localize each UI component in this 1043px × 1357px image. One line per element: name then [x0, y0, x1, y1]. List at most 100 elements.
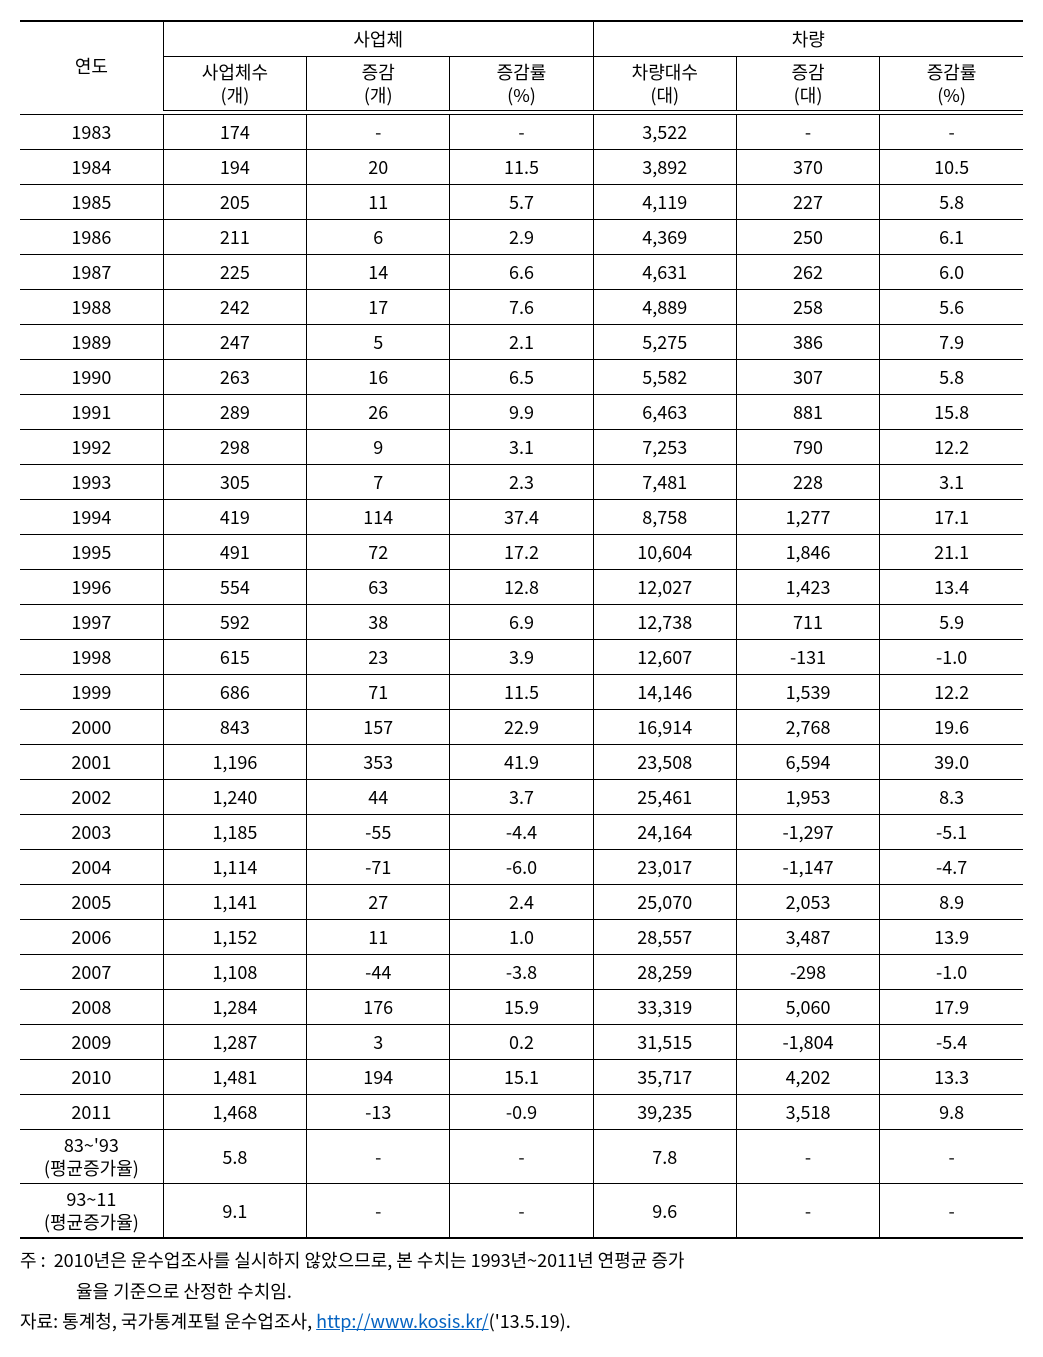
business-count-cell: 194: [163, 150, 306, 185]
source-link[interactable]: http://www.kosis.kr/: [316, 1308, 488, 1334]
vehicle-change-cell: 3,487: [736, 920, 879, 955]
business-count-cell: 298: [163, 430, 306, 465]
vehicle-change-cell: 1,423: [736, 570, 879, 605]
business-rate-cell: 37.4: [450, 500, 593, 535]
year-cell: 1992: [20, 430, 163, 465]
business-count-cell: 225: [163, 255, 306, 290]
business-change-cell: 26: [307, 395, 450, 430]
vehicle-change-cell: 250: [736, 220, 879, 255]
header-year: 연도: [20, 21, 163, 111]
vehicle-change-cell: -: [736, 115, 879, 150]
year-cell: 1993: [20, 465, 163, 500]
table-row: 20091,28730.231,515-1,804-5.4: [20, 1025, 1023, 1060]
vehicle-rate-cell: 21.1: [880, 535, 1023, 570]
vehicle-rate-cell: -1.0: [880, 640, 1023, 675]
table-row: 20111,468-13-0.939,2353,5189.8: [20, 1095, 1023, 1130]
year-cell: 2004: [20, 850, 163, 885]
business-count-cell: 1,141: [163, 885, 306, 920]
vehicle-rate-cell: 12.2: [880, 675, 1023, 710]
table-header: 연도 사업체 차량 사업체수 (개) 증감 (개) 증감률 (%) 차량대: [20, 21, 1023, 115]
vehicle-count-cell: 9.6: [593, 1184, 736, 1239]
vehicle-count-cell: 5,275: [593, 325, 736, 360]
year-cell: 1986: [20, 220, 163, 255]
business-count-cell: 491: [163, 535, 306, 570]
business-rate-cell: 3.7: [450, 780, 593, 815]
vehicle-rate-cell: 17.1: [880, 500, 1023, 535]
vehicle-count-cell: 6,463: [593, 395, 736, 430]
business-change-cell: 72: [307, 535, 450, 570]
business-rate-cell: 3.1: [450, 430, 593, 465]
business-count-cell: 1,468: [163, 1095, 306, 1130]
table-row: 19954917217.210,6041,84621.1: [20, 535, 1023, 570]
summary-row: 83~'93(평균증가율)5.8--7.8--: [20, 1130, 1023, 1184]
business-change-cell: -55: [307, 815, 450, 850]
business-rate-cell: 15.1: [450, 1060, 593, 1095]
table-row: 19841942011.53,89237010.5: [20, 150, 1023, 185]
year-cell: 2009: [20, 1025, 163, 1060]
business-change-cell: 71: [307, 675, 450, 710]
business-change-cell: -44: [307, 955, 450, 990]
vehicle-change-cell: 228: [736, 465, 879, 500]
year-cell: 1989: [20, 325, 163, 360]
vehicle-change-cell: -1,804: [736, 1025, 879, 1060]
business-change-cell: 14: [307, 255, 450, 290]
year-cell: 1994: [20, 500, 163, 535]
table-row: 199229893.17,25379012.2: [20, 430, 1023, 465]
header-unit: (대): [794, 82, 823, 108]
table-row: 20031,185-55-4.424,164-1,297-5.1: [20, 815, 1023, 850]
summary-year-cell: 93~11(평균증가율): [20, 1184, 163, 1239]
vehicle-rate-cell: 5.6: [880, 290, 1023, 325]
business-count-cell: 205: [163, 185, 306, 220]
business-count-cell: 242: [163, 290, 306, 325]
business-change-cell: 11: [307, 920, 450, 955]
business-count-cell: 247: [163, 325, 306, 360]
business-rate-cell: -6.0: [450, 850, 593, 885]
business-change-cell: 23: [307, 640, 450, 675]
year-cell: 2006: [20, 920, 163, 955]
footnote-line-2: 율을 기준으로 산정한 수치임.: [20, 1276, 1023, 1307]
footnote-text: 2010년은 운수업조사를 실시하지 않았으므로, 본 수치는 1993년~20…: [54, 1247, 685, 1273]
table-row: 20061,152111.028,5573,48713.9: [20, 920, 1023, 955]
footnote-label: 주 :: [20, 1247, 46, 1273]
year-cell: 2011: [20, 1095, 163, 1130]
business-rate-cell: 3.9: [450, 640, 593, 675]
vehicle-count-cell: 31,515: [593, 1025, 736, 1060]
business-rate-cell: 7.6: [450, 290, 593, 325]
business-count-cell: 5.8: [163, 1130, 306, 1184]
vehicle-count-cell: 4,889: [593, 290, 736, 325]
business-count-cell: 1,287: [163, 1025, 306, 1060]
business-change-cell: 44: [307, 780, 450, 815]
business-change-cell: 9: [307, 430, 450, 465]
vehicle-count-cell: 35,717: [593, 1060, 736, 1095]
business-count-cell: 211: [163, 220, 306, 255]
vehicle-rate-cell: 12.2: [880, 430, 1023, 465]
year-cell: 2010: [20, 1060, 163, 1095]
business-count-cell: 1,284: [163, 990, 306, 1025]
vehicle-count-cell: 3,892: [593, 150, 736, 185]
vehicle-change-cell: 1,953: [736, 780, 879, 815]
business-count-cell: 843: [163, 710, 306, 745]
year-cell: 1990: [20, 360, 163, 395]
business-change-cell: 63: [307, 570, 450, 605]
year-cell: 1987: [20, 255, 163, 290]
business-count-cell: 1,196: [163, 745, 306, 780]
business-rate-cell: -: [450, 1184, 593, 1239]
header-business-count: 사업체수 (개): [163, 57, 306, 111]
year-cell: 2001: [20, 745, 163, 780]
business-rate-cell: 17.2: [450, 535, 593, 570]
business-rate-cell: 6.5: [450, 360, 593, 395]
business-rate-cell: 6.9: [450, 605, 593, 640]
vehicle-change-cell: 3,518: [736, 1095, 879, 1130]
vehicle-change-cell: -1,297: [736, 815, 879, 850]
vehicle-change-cell: 227: [736, 185, 879, 220]
business-count-cell: 305: [163, 465, 306, 500]
vehicle-change-cell: 881: [736, 395, 879, 430]
vehicle-change-cell: -131: [736, 640, 879, 675]
table-row: 1988242177.64,8892585.6: [20, 290, 1023, 325]
table-row: 19996867111.514,1461,53912.2: [20, 675, 1023, 710]
business-count-cell: 592: [163, 605, 306, 640]
vehicle-rate-cell: 10.5: [880, 150, 1023, 185]
source-line: 자료: 통계청, 국가통계포털 운수업조사, http://www.kosis.…: [20, 1306, 1023, 1337]
year-cell: 2008: [20, 990, 163, 1025]
vehicle-count-cell: 8,758: [593, 500, 736, 535]
